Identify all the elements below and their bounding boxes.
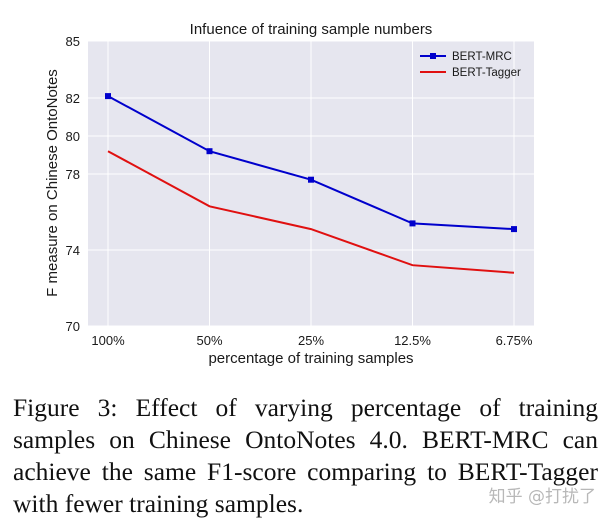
y-tick-label: 78 [66,167,80,182]
y-tick-label: 80 [66,129,80,144]
y-tick-labels: 70 74 78 80 82 85 [66,34,80,334]
y-tick-label: 74 [66,243,80,258]
x-tick-label: 12.5% [394,333,431,348]
x-tick-label: 25% [298,333,324,348]
y-axis-label: F measure on Chinese OntoNotes [44,69,61,297]
series-line-bert-tagger [107,150,515,274]
figure-caption: Figure 3: Effect of varying percentage o… [13,393,598,518]
x-tick-label: 6.75% [496,333,533,348]
data-point-bert-mrc [511,226,517,233]
data-point-bert-mrc [308,176,314,183]
y-tick-label: 82 [66,91,80,106]
legend-marker-bert-mrc [430,53,436,59]
series [105,93,517,274]
legend: BERT-MRC BERT-Tagger [420,51,521,79]
line-chart: Infuence of training sample numbers 70 74… [44,21,534,367]
data-point-bert-mrc [409,220,416,227]
grid-lines [88,40,534,327]
data-point-bert-mrc [206,148,213,155]
legend-label-bert-mrc: BERT-MRC [452,51,512,63]
legend-label-bert-tagger: BERT-Tagger [452,67,521,79]
chart-title: Infuence of training sample numbers [190,21,433,38]
x-tick-label: 50% [196,333,222,348]
y-tick-label: 70 [66,319,80,334]
watermark: 知乎 @打扰了 [488,487,596,507]
x-axis-label: percentage of training samples [208,350,413,367]
x-tick-label: 100% [91,333,125,348]
y-tick-label: 85 [66,34,80,49]
data-point-bert-mrc [105,93,111,100]
x-tick-labels: 100% 50% 25% 12.5% 6.75% [91,333,532,348]
